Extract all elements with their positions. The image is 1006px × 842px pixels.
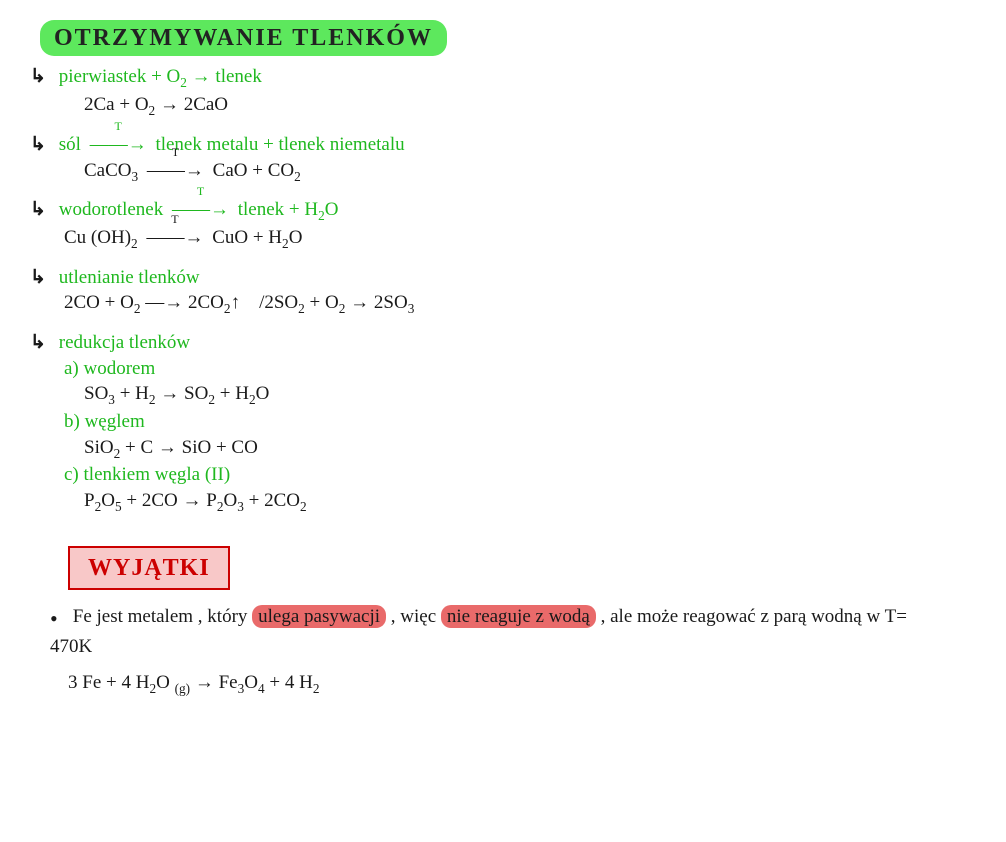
- method-3-equation: Cu (OH)2 ——→ CuO + H2O: [64, 225, 976, 253]
- method-5: ↳ redukcja tlenków a) wodorem SO3 + H2 →…: [30, 330, 976, 516]
- method-3: ↳ wodorotlenek ——→ tlenek + H2O Cu (OH)2…: [30, 197, 976, 252]
- exception-note: • Fe jest metalem , który ulega pasywacj…: [50, 604, 950, 697]
- note-text: Fe jest metalem , który ulega pasywacji …: [50, 605, 907, 657]
- method-5c-label: c) tlenkiem węgla (II): [64, 462, 976, 488]
- method-4: ↳ utlenianie tlenków 2CO + O2 —→ 2CO2↑ /…: [30, 265, 976, 318]
- method-1: ↳ pierwiastek + O2 → tlenek 2Ca + O2 → 2…: [30, 64, 976, 119]
- method-2: ↳ sól ——→ tlenek metalu + tlenek niemeta…: [30, 132, 976, 185]
- method-4-equation: 2CO + O2 —→ 2CO2↑ /2SO2 + O2 → 2SO3: [64, 290, 976, 318]
- exception-equation: 3 Fe + 4 H2O (g) → Fe3O4 + 4 H2: [68, 670, 950, 698]
- note-mid: , więc: [391, 606, 441, 627]
- method-5a-equation: SO3 + H2 → SO2 + H2O: [84, 381, 976, 409]
- bullet-arrow-icon: ↳: [30, 330, 54, 356]
- method-1-heading: pierwiastek + O2 → tlenek: [59, 66, 262, 87]
- method-5-heading: redukcja tlenków: [59, 332, 190, 353]
- method-5c-equation: P2O5 + 2CO → P2O3 + 2CO2: [84, 488, 976, 516]
- method-1-equation: 2Ca + O2 → 2CaO: [84, 92, 976, 120]
- method-5a-label: a) wodorem: [64, 356, 976, 382]
- note-highlight-2: nie reaguje z wodą: [441, 605, 596, 628]
- method-4-heading: utlenianie tlenków: [59, 267, 200, 288]
- exceptions-box: WYJĄTKI: [68, 546, 230, 590]
- page-title: OTRZYMYWANIE TLENKÓW: [30, 20, 976, 60]
- bullet-arrow-icon: ↳: [30, 132, 54, 158]
- bullet-arrow-icon: ↳: [30, 197, 54, 223]
- method-2-equation: CaCO3 ——→ CaO + CO2: [84, 158, 976, 186]
- title-highlight: OTRZYMYWANIE TLENKÓW: [40, 20, 447, 56]
- method-5b-label: b) węglem: [64, 409, 976, 435]
- method-5b-equation: SiO2 + C → SiO + CO: [84, 435, 976, 463]
- bullet-dot-icon: •: [50, 604, 68, 634]
- bullet-arrow-icon: ↳: [30, 265, 54, 291]
- bullet-arrow-icon: ↳: [30, 64, 54, 90]
- note-highlight-1: ulega pasywacji: [252, 605, 386, 628]
- method-3-heading: wodorotlenek ——→ tlenek + H2O: [59, 199, 339, 220]
- note-pre: Fe jest metalem , który: [73, 606, 252, 627]
- method-2-heading: sól ——→ tlenek metalu + tlenek niemetalu: [59, 134, 405, 155]
